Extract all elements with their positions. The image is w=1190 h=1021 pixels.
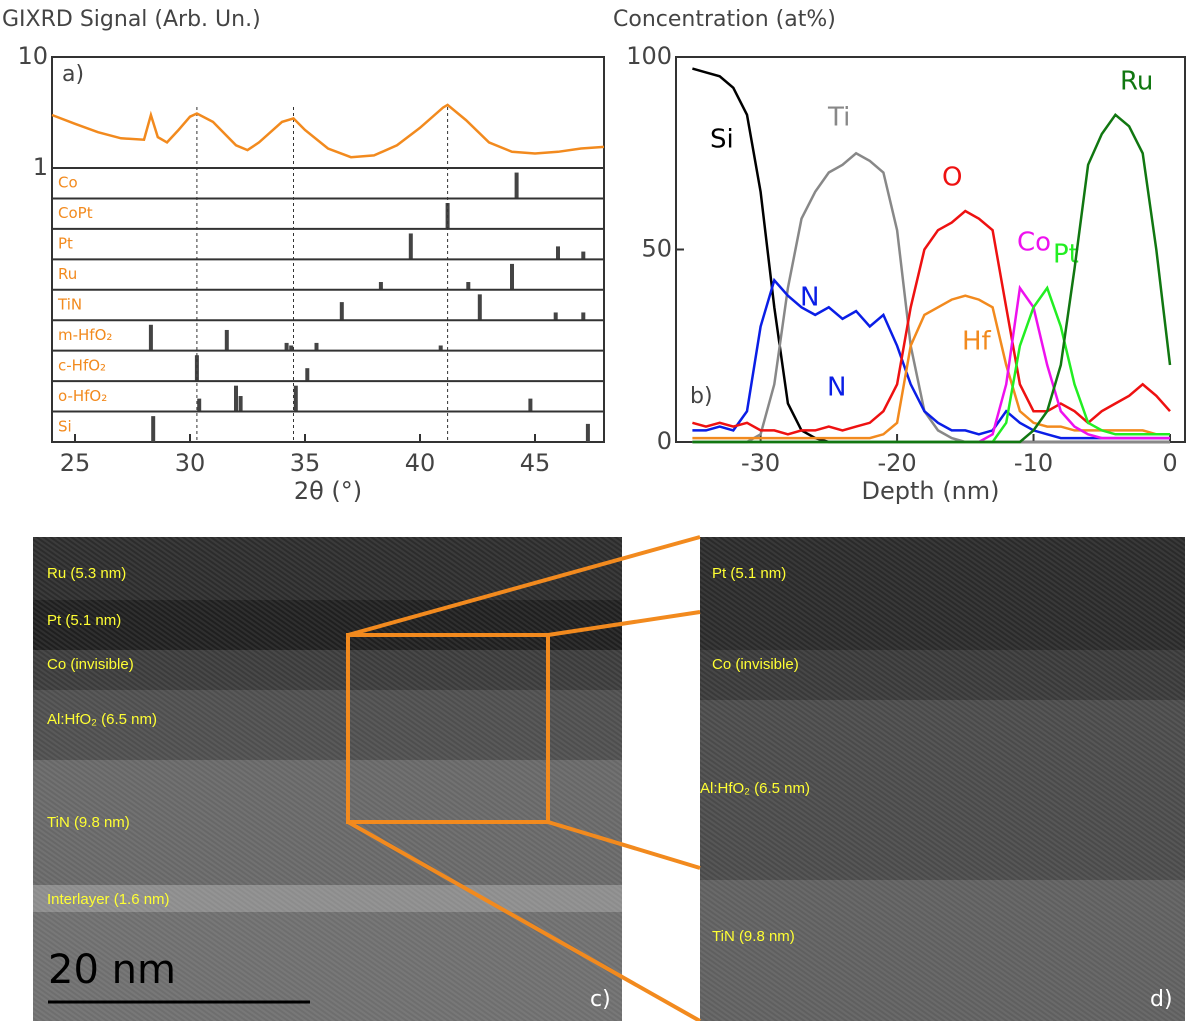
- reference-peak: [408, 233, 413, 260]
- reference-peak: [553, 312, 558, 321]
- reference-peak: [234, 385, 238, 412]
- x-tick-label: 30: [175, 449, 206, 477]
- reference-peak: [289, 345, 294, 351]
- reference-name: TiN: [57, 296, 82, 314]
- x-tick-label: 45: [520, 449, 551, 477]
- series-label: O: [942, 163, 962, 193]
- data-line: [692, 67, 1170, 444]
- layer-label: Al:HfO₂ (6.5 nm): [47, 711, 157, 728]
- panel-label: b): [690, 384, 713, 409]
- reference-peak: [238, 396, 243, 412]
- reference-peak: [466, 282, 471, 290]
- reference-peak: [194, 355, 199, 382]
- data-line: [692, 277, 1170, 440]
- tem-panel-c: Ru (5.3 nm) Pt (5.1 nm) Co (invisible) A…: [33, 537, 622, 1021]
- reference-peak: [305, 368, 310, 382]
- data-line: [692, 294, 1170, 440]
- reference-peak: [477, 294, 482, 321]
- y-axis-label: GIXRD Signal (Arb. Un.): [2, 7, 261, 32]
- reference-peak: [438, 345, 443, 351]
- reference-peak: [197, 398, 202, 412]
- reference-peak: [148, 324, 153, 351]
- reference-name: c-HfO₂: [58, 356, 106, 374]
- series-label: Ru: [1120, 67, 1153, 97]
- layer-label: Interlayer (1.6 nm): [47, 891, 170, 908]
- panel-label: a): [62, 62, 84, 87]
- reference-peak: [151, 416, 156, 442]
- data-line: [692, 112, 1172, 444]
- data-line: [692, 151, 1170, 444]
- reference-peak: [581, 251, 586, 260]
- x-tick-label: 0: [1162, 449, 1177, 477]
- scale-bar-label: 20 nm: [48, 947, 176, 993]
- layer-label: Al:HfO₂ (6.5 nm): [700, 780, 810, 797]
- x-tick-label: 40: [405, 449, 436, 477]
- y-axis-label: Concentration (at%): [613, 7, 836, 32]
- series-label: N: [827, 373, 846, 403]
- reference-peak: [528, 398, 533, 412]
- data-line: [692, 209, 1171, 436]
- reference-name: Pt: [58, 235, 73, 253]
- series-label: Ti: [827, 103, 850, 133]
- reference-peak: [293, 385, 298, 412]
- series-label: Hf: [962, 327, 992, 357]
- reference-name: Ru: [58, 265, 77, 283]
- series-label: Si: [710, 125, 734, 155]
- reference-name: Co: [58, 174, 78, 192]
- y-tick-label: 0: [657, 427, 672, 455]
- reference-name: CoPt: [58, 204, 93, 222]
- layer-label: Pt (5.1 nm): [47, 612, 121, 629]
- layer-label: Co (invisible): [47, 656, 134, 673]
- layer-label: Ru (5.3 nm): [47, 565, 126, 582]
- x-axis-label: 2θ (°): [294, 477, 362, 505]
- reference-peak: [339, 302, 344, 321]
- x-tick-label: 35: [290, 449, 321, 477]
- x-tick-label: -30: [741, 449, 780, 477]
- x-tick-label: 25: [60, 449, 91, 477]
- tem-panel-d: Pt (5.1 nm) Co (invisible) Al:HfO₂ (6.5 …: [700, 537, 1185, 1021]
- reference-peak: [581, 312, 586, 321]
- reference-name: m-HfO₂: [58, 326, 112, 344]
- reference-peak: [556, 246, 560, 260]
- series-label: N: [800, 283, 819, 313]
- series-label: Co: [1017, 228, 1051, 258]
- y-tick-label: 1: [33, 153, 48, 181]
- y-tick-label: 50: [641, 235, 672, 263]
- reference-peak: [314, 342, 319, 351]
- reference-peak: [284, 342, 289, 351]
- x-axis-label: Depth (nm): [861, 477, 999, 505]
- reference-peak: [378, 282, 383, 290]
- y-tick-label: 10: [17, 42, 48, 70]
- layer-label: Pt (5.1 nm): [712, 565, 786, 582]
- reference-peak: [510, 263, 514, 290]
- plot-frame: [51, 56, 605, 443]
- reference-peak: [514, 172, 519, 199]
- data-line: [51, 103, 605, 159]
- y-tick-label: 100: [626, 42, 672, 70]
- panel-label: d): [1150, 987, 1173, 1012]
- zoom-indicator: [346, 535, 701, 1021]
- reference-name: Si: [58, 417, 72, 435]
- x-tick-label: -20: [877, 449, 916, 477]
- reference-name: o-HfO₂: [58, 387, 107, 405]
- reference-peak: [585, 423, 590, 442]
- panel-label: c): [590, 987, 611, 1012]
- x-tick-label: -10: [1014, 449, 1053, 477]
- layer-label: Co (invisible): [712, 656, 799, 673]
- reference-peak: [224, 329, 229, 351]
- layer-label: TiN (9.8 nm): [712, 928, 795, 945]
- layer-label: TiN (9.8 nm): [47, 814, 130, 831]
